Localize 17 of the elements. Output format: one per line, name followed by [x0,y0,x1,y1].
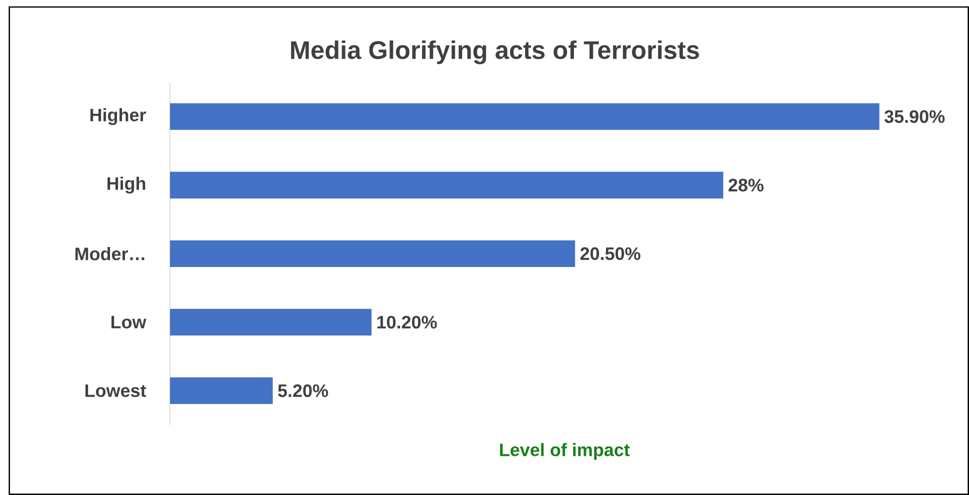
data-label: 28% [728,178,764,192]
y-tick-label: Moder… [75,247,144,260]
bar [170,308,372,336]
data-label: 20.50% [580,247,640,260]
y-tick-label: Low [112,316,146,328]
x-axis-title: Level of impact [500,443,630,460]
y-tick-label: Lowest [85,384,146,397]
data-label: 5.20% [278,384,328,398]
bar [170,172,724,198]
y-tick-label: Higher [90,108,146,126]
y-tick-label: High [108,176,146,194]
bar [170,377,273,404]
bar [170,103,880,130]
data-label: 35.90% [884,110,945,123]
bar [170,240,576,267]
data-label: 10.20% [377,316,437,329]
chart-title: Media Glorifying acts of Terrorists [291,40,699,64]
